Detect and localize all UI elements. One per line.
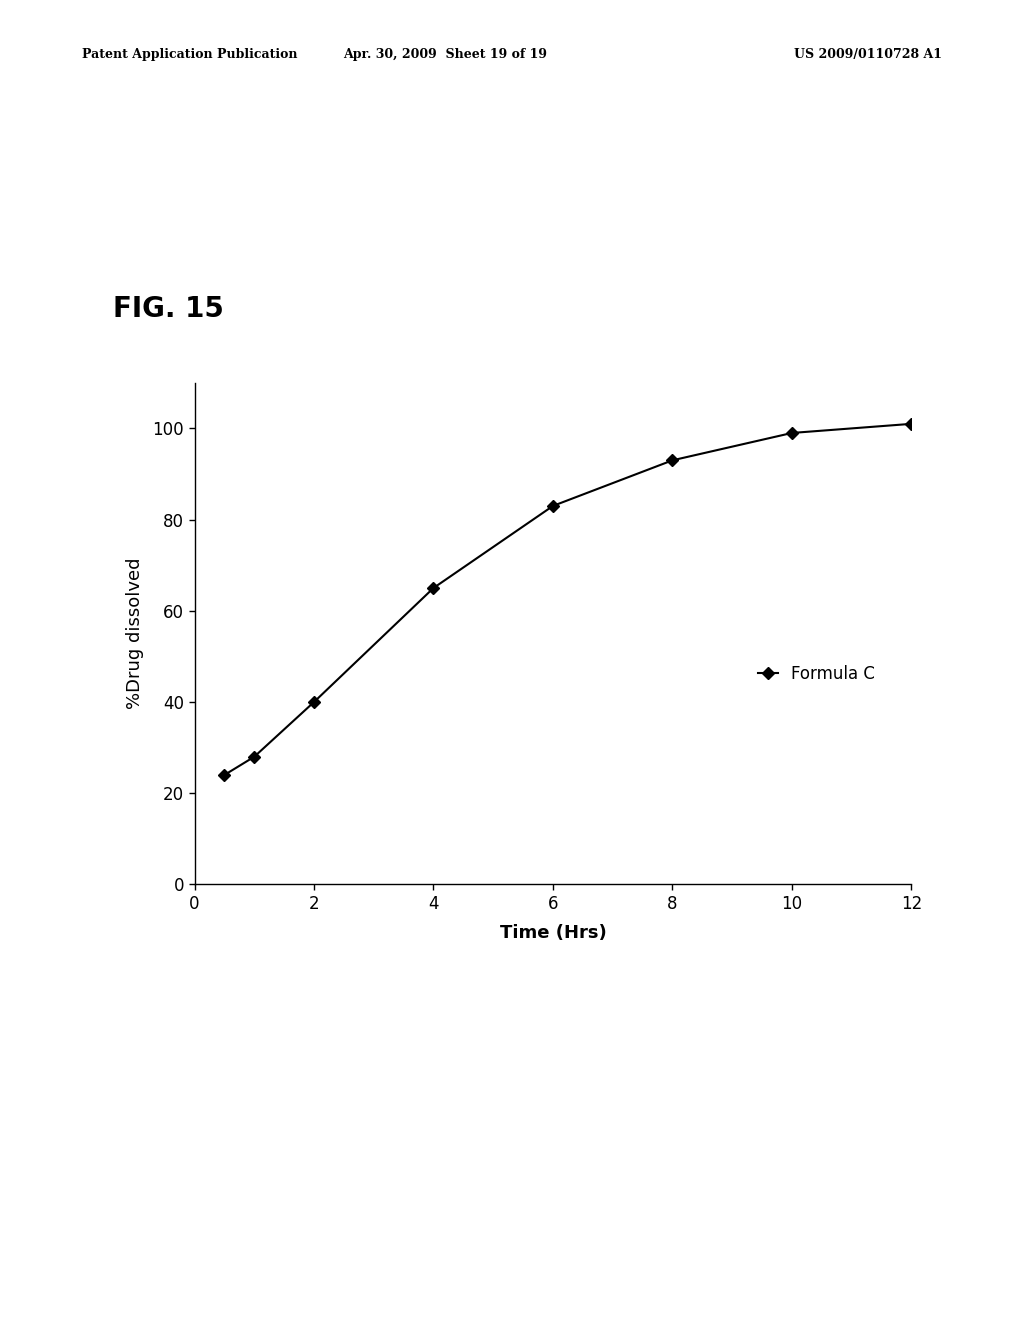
Y-axis label: %Drug dissolved: %Drug dissolved bbox=[126, 558, 144, 709]
Text: US 2009/0110728 A1: US 2009/0110728 A1 bbox=[794, 48, 942, 61]
Formula C bbox=[427, 579, 439, 595]
Text: Apr. 30, 2009  Sheet 19 of 19: Apr. 30, 2009 Sheet 19 of 19 bbox=[343, 48, 548, 61]
Text: FIG. 15: FIG. 15 bbox=[113, 296, 223, 323]
Formula C bbox=[667, 453, 679, 469]
Formula C bbox=[785, 425, 798, 441]
Line: Formula C: Formula C bbox=[220, 420, 915, 779]
Formula C bbox=[308, 694, 321, 710]
Formula C bbox=[248, 748, 260, 764]
Formula C bbox=[905, 416, 918, 432]
X-axis label: Time (Hrs): Time (Hrs) bbox=[500, 924, 606, 942]
Text: Patent Application Publication: Patent Application Publication bbox=[82, 48, 297, 61]
Formula C bbox=[547, 498, 559, 513]
Formula C bbox=[218, 767, 230, 783]
Legend: Formula C: Formula C bbox=[751, 659, 882, 689]
